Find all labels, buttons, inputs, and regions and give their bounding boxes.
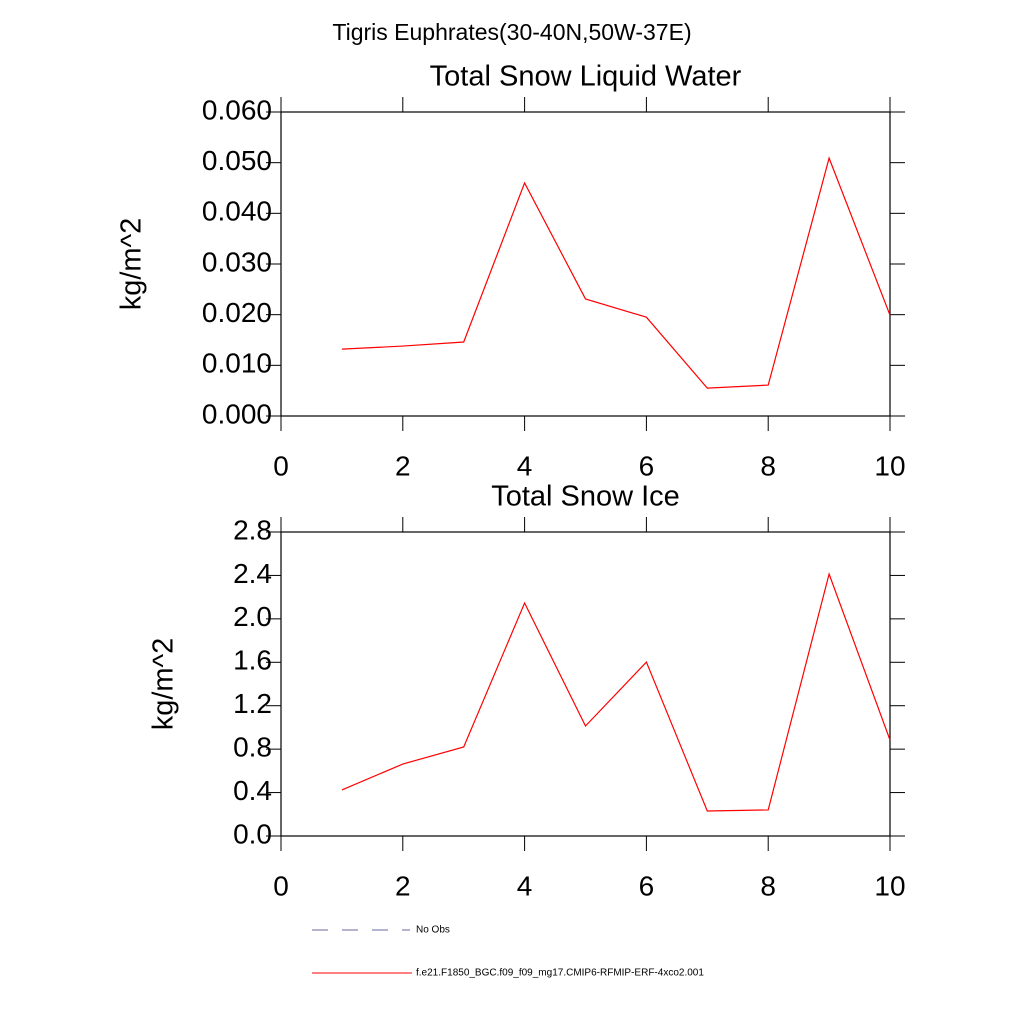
y-tick-label: 0.0: [233, 818, 272, 849]
legend-label: No Obs: [416, 925, 450, 936]
series-line: [341, 572, 891, 812]
x-tick-label: 2: [395, 450, 411, 481]
x-tick-label: 8: [760, 870, 776, 901]
y-tick-label: 0.010: [202, 348, 272, 379]
y-tick-label: 0.8: [233, 732, 272, 763]
x-tick-label: 6: [639, 450, 655, 481]
legend-label: f.e21.F1850_BGC.f09_f09_mg17.CMIP6-RFMIP…: [416, 968, 704, 979]
figure-title: Tigris Euphrates(30-40N,50W-37E): [332, 19, 691, 45]
y-tick-label: 1.6: [233, 645, 272, 676]
x-tick-label: 6: [639, 870, 655, 901]
x-tick-label: 2: [395, 870, 411, 901]
x-tick-label: 4: [517, 870, 533, 901]
y-tick-label: 2.4: [233, 558, 272, 589]
x-tick-label: 8: [760, 450, 776, 481]
x-tick-label: 4: [517, 450, 533, 481]
plot-frame: [280, 531, 891, 837]
y-axis-label: kg/m^2: [116, 218, 148, 311]
y-tick-label: 0.000: [202, 398, 272, 429]
x-tick-label: 10: [874, 450, 905, 481]
y-tick-label: 0.4: [233, 775, 272, 806]
y-tick-label: 1.2: [233, 688, 272, 719]
y-tick-label: 2.8: [233, 514, 272, 545]
y-tick-label: 0.020: [202, 297, 272, 328]
y-tick-label: 0.030: [202, 246, 272, 277]
panel-title: Total Snow Ice: [491, 481, 680, 513]
x-tick-label: 0: [273, 870, 289, 901]
y-axis-label: kg/m^2: [148, 638, 180, 731]
x-tick-label: 10: [874, 870, 905, 901]
x-tick-label: 0: [273, 450, 289, 481]
series-line: [341, 156, 891, 389]
plot-frame: [280, 111, 891, 417]
y-tick-label: 2.0: [233, 601, 272, 632]
y-tick-label: 0.050: [202, 145, 272, 176]
y-tick-label: 0.060: [202, 94, 272, 125]
y-tick-label: 0.040: [202, 196, 272, 227]
panel-title: Total Snow Liquid Water: [430, 61, 742, 93]
